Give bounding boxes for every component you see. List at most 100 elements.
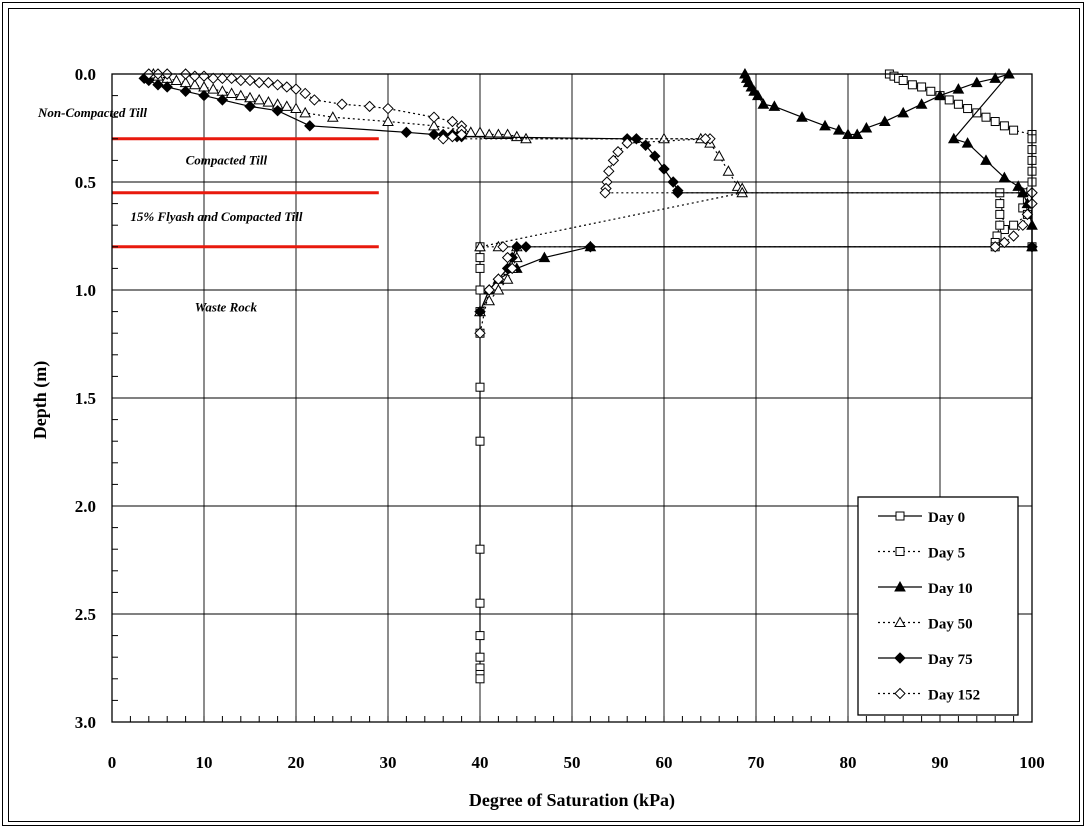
data-point — [308, 94, 321, 106]
data-point — [963, 104, 973, 114]
data-point — [475, 253, 485, 263]
data-point — [980, 154, 992, 165]
data-point — [722, 165, 735, 176]
legend-entry: Day 5 — [928, 546, 965, 562]
data-point — [944, 95, 954, 105]
x-tick-label: 90 — [932, 753, 949, 772]
y-tick-label: 3.0 — [75, 713, 96, 732]
data-point — [188, 78, 201, 90]
data-point — [271, 105, 284, 117]
legend-entry: Day 152 — [928, 688, 980, 704]
data-point — [878, 115, 891, 127]
y-tick-label: 0.0 — [75, 65, 96, 84]
data-point — [961, 137, 974, 148]
data-point — [198, 70, 210, 82]
data-point — [152, 79, 164, 91]
data-point — [207, 72, 219, 85]
data-point — [170, 74, 183, 85]
data-point — [216, 85, 229, 96]
data-point — [475, 598, 485, 608]
data-point — [244, 74, 256, 87]
data-point — [520, 241, 532, 253]
data-point — [492, 283, 505, 295]
legend-marker — [895, 511, 905, 521]
series-day-5 — [884, 69, 1037, 252]
data-point — [497, 241, 509, 253]
data-point — [455, 128, 468, 141]
layer-annotation: 15% Flyash and Compacted Till — [130, 209, 303, 224]
data-point — [428, 111, 440, 123]
data-point — [483, 128, 496, 139]
data-point — [506, 262, 518, 275]
y-tick-label: 0.5 — [75, 173, 96, 192]
data-point — [446, 130, 459, 143]
data-point — [953, 99, 963, 109]
data-point — [917, 82, 927, 92]
data-point — [699, 133, 712, 145]
data-point — [475, 544, 485, 554]
data-point — [280, 100, 293, 111]
x-tick-label: 10 — [196, 753, 213, 772]
data-point — [501, 273, 514, 284]
data-point — [819, 119, 831, 131]
data-point — [995, 209, 1005, 219]
data-point — [989, 241, 1001, 253]
data-point — [915, 98, 928, 109]
data-point — [244, 100, 256, 113]
x-tick-label: 70 — [748, 753, 765, 772]
y-tick-label: 2.0 — [75, 497, 96, 516]
data-point — [897, 106, 910, 118]
data-point — [483, 284, 495, 296]
legend-entry: Day 75 — [928, 652, 973, 668]
data-point — [1009, 125, 1019, 135]
data-point — [207, 83, 220, 94]
data-point — [304, 120, 316, 132]
data-point — [492, 128, 505, 139]
data-point — [1021, 208, 1034, 221]
data-point — [1007, 230, 1020, 242]
axis-layer: 0 10 20 30 40 50 60 70 80 90 100 0.0 0.5 1.0 1.5 2.0 2.5… — [75, 65, 1045, 772]
data-point — [475, 285, 485, 295]
data-point — [299, 106, 312, 118]
data-point — [382, 102, 394, 115]
data-point — [382, 115, 394, 127]
data-point — [995, 220, 1005, 230]
y-tick-label: 2.5 — [75, 605, 96, 624]
data-point — [842, 128, 854, 139]
data-point — [216, 94, 229, 106]
legend-marker — [894, 652, 906, 664]
data-point — [234, 89, 247, 101]
data-point — [851, 128, 864, 139]
data-point — [860, 121, 873, 133]
legend-marker — [894, 580, 906, 592]
data-point — [970, 76, 983, 88]
data-point — [428, 128, 440, 141]
inner-frame — [8, 8, 1080, 822]
data-point — [599, 187, 611, 199]
data-point — [474, 126, 486, 137]
data-point — [281, 81, 293, 93]
data-point — [998, 236, 1011, 249]
data-point — [290, 102, 302, 114]
data-point — [713, 150, 726, 161]
annotation-layer: Non-Compacted Till Compacted Till 15% Flya… — [37, 105, 303, 314]
x-axis-label: Degree of Saturation (kPa) — [469, 790, 675, 811]
data-point — [253, 93, 266, 105]
x-tick-label: 50 — [564, 753, 581, 772]
data-point — [446, 115, 459, 128]
x-tick-label: 30 — [380, 753, 397, 772]
layer-annotation: Compacted Till — [186, 153, 268, 168]
data-point — [952, 83, 965, 94]
legend-box — [857, 496, 1019, 716]
data-point — [161, 81, 173, 93]
data-point — [607, 154, 620, 167]
legend-marker — [894, 687, 906, 700]
legend-entry: Day 50 — [928, 617, 973, 633]
legend-entry: Day 0 — [928, 510, 965, 526]
data-point — [290, 83, 302, 95]
y-tick-label: 1.5 — [75, 389, 96, 408]
data-point — [198, 80, 210, 92]
data-point — [501, 128, 514, 139]
legend-entry: Day 10 — [928, 581, 973, 597]
